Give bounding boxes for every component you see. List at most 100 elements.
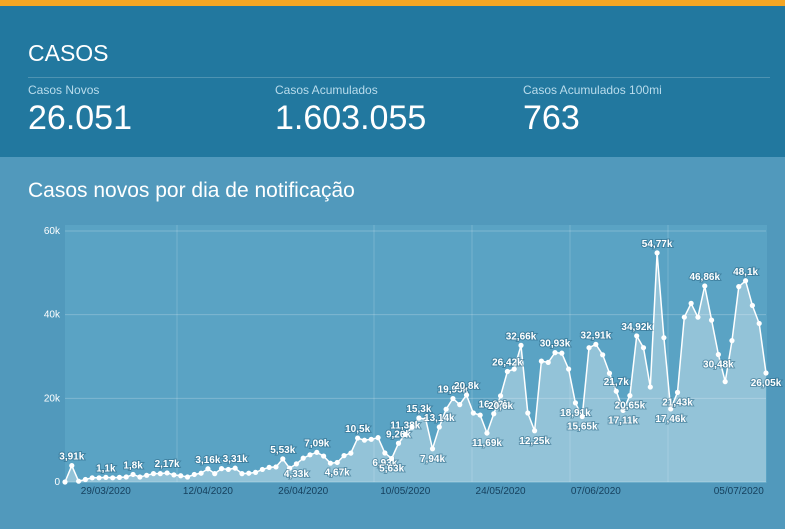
point: [586, 345, 592, 351]
data-label: 11,38k: [390, 420, 420, 431]
stat-value: 763: [523, 99, 580, 137]
stat-value: 1.603.055: [275, 99, 427, 137]
data-label: 32,91k: [581, 330, 612, 341]
point: [463, 392, 470, 398]
data-label: 7,94k: [420, 454, 445, 465]
point: [688, 300, 694, 306]
data-label: 30,93k: [540, 339, 571, 350]
stat-label: Casos Novos: [28, 83, 100, 97]
y-tick-label: 20k: [44, 393, 61, 404]
stat: Casos Acumulados 100mi 763: [523, 83, 662, 138]
chart: Casos novos por dia de notificação 0 20k 4…: [28, 179, 783, 497]
stat: Casos Novos 26.051: [28, 83, 132, 138]
point: [266, 464, 272, 470]
point: [239, 471, 245, 477]
point: [164, 470, 170, 476]
y-tick-label: 0: [54, 477, 60, 488]
data-label: 5,53k: [270, 445, 295, 456]
header: CASOS Casos Novos 26.051 Casos Acumulados…: [0, 0, 785, 157]
point: [110, 475, 116, 481]
point: [157, 471, 163, 477]
data-label: 4,33k: [284, 469, 309, 480]
point: [178, 473, 184, 479]
point: [742, 278, 749, 284]
point: [470, 410, 476, 416]
data-label: 17,46k: [655, 414, 686, 425]
point: [613, 388, 619, 394]
point: [252, 469, 259, 475]
data-label: 20,6k: [488, 401, 513, 412]
point: [103, 474, 109, 480]
data-label: 20,65k: [615, 401, 646, 412]
data-label: 3,91k: [59, 452, 84, 463]
point: [334, 459, 340, 466]
point: [702, 283, 708, 289]
data-label: 1,1k: [96, 463, 116, 474]
point: [620, 407, 626, 414]
point: [429, 446, 436, 452]
data-label: 18,91k: [560, 408, 591, 419]
data-label: 5,63k: [379, 463, 404, 474]
point: [150, 471, 157, 477]
point: [708, 317, 715, 323]
point: [395, 440, 402, 446]
data-label: 34,92k: [621, 322, 652, 333]
point: [300, 455, 306, 461]
data-label: 48,1k: [733, 267, 758, 278]
point: [327, 460, 334, 466]
point: [532, 428, 538, 434]
point: [763, 370, 769, 376]
point: [116, 474, 123, 480]
data-label: 30,48k: [703, 359, 734, 370]
point: [409, 424, 415, 430]
data-label: 21,7k: [604, 377, 629, 388]
data-label: 7,09k: [304, 438, 329, 449]
data-label: 13,14k: [424, 413, 455, 424]
point: [559, 350, 565, 356]
point: [286, 465, 293, 471]
data-label: 10,5k: [345, 424, 370, 435]
point: [375, 435, 381, 441]
data-label: 26,05k: [751, 378, 782, 389]
x-tick-label: 29/03/2020: [81, 486, 131, 497]
point: [736, 284, 742, 290]
y-tick-label: 60k: [44, 226, 61, 237]
point: [137, 474, 143, 480]
point: [198, 470, 204, 476]
chart-title: Casos novos por dia de notificação: [28, 179, 355, 202]
point: [348, 450, 354, 456]
point: [402, 431, 408, 437]
point: [525, 410, 531, 416]
data-label: 26,42k: [492, 357, 523, 368]
point: [695, 314, 701, 320]
point: [681, 314, 687, 320]
point: [661, 335, 667, 341]
x-tick-label: 12/04/2020: [183, 486, 233, 497]
point: [654, 250, 660, 256]
point: [225, 466, 231, 473]
point: [640, 345, 647, 351]
point: [355, 435, 361, 441]
point: [634, 333, 640, 339]
point: [144, 472, 150, 478]
point: [606, 370, 613, 376]
point: [674, 389, 681, 395]
y-tick-label: 40k: [44, 310, 61, 321]
point: [89, 475, 95, 481]
data-label: 9,26k: [386, 429, 411, 440]
point: [361, 437, 368, 443]
point: [273, 464, 279, 470]
data-label: 16,32k: [478, 400, 509, 411]
point: [96, 475, 102, 481]
data-label: 54,77k: [642, 239, 673, 250]
point: [756, 320, 762, 327]
point: [518, 342, 524, 348]
stat-label: Casos Acumulados: [275, 83, 378, 97]
point: [171, 472, 177, 478]
point: [593, 341, 599, 347]
point: [579, 413, 585, 420]
data-label: 21,43k: [662, 397, 693, 408]
point: [538, 358, 545, 364]
point: [218, 466, 225, 472]
point: [280, 456, 286, 462]
